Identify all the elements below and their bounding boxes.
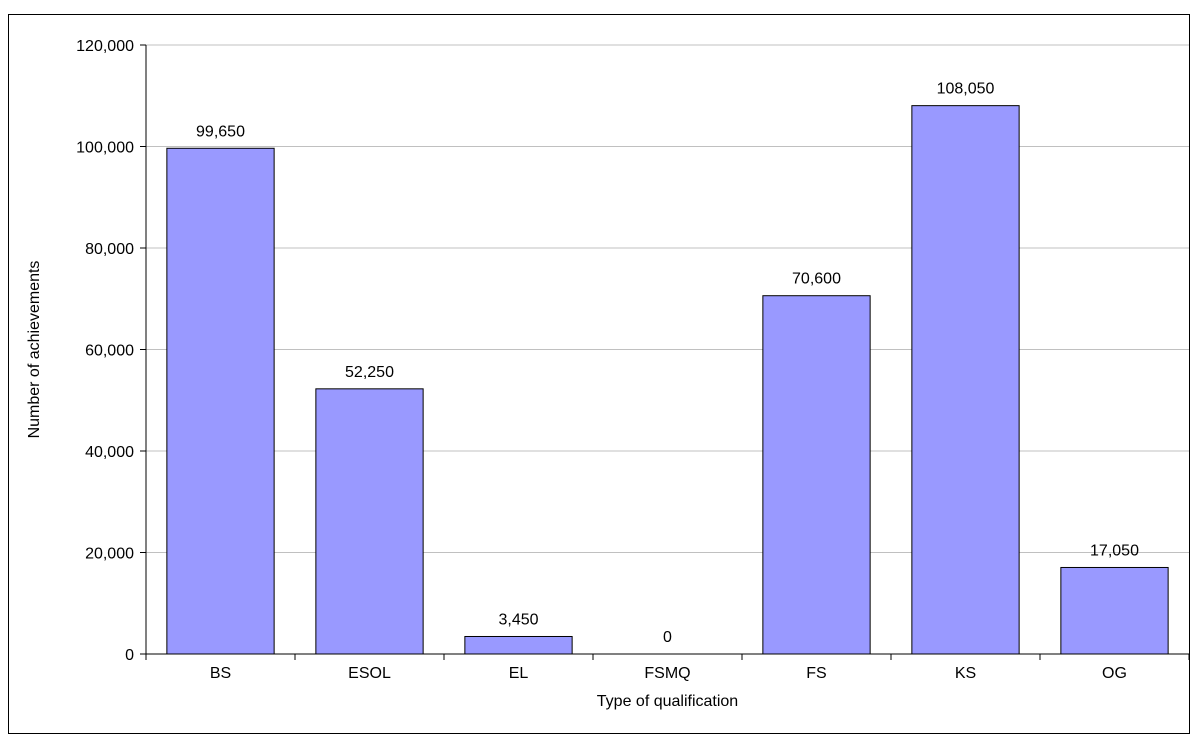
data-label-fs: 70,600 xyxy=(792,271,841,288)
bar-esol xyxy=(315,388,424,655)
data-label-bs: 99,650 xyxy=(196,123,245,140)
data-label-og: 17,050 xyxy=(1090,542,1139,559)
bar-el xyxy=(464,635,573,655)
bar-fs xyxy=(762,295,871,655)
y-tick-label: 100,000 xyxy=(76,140,134,157)
x-axis-ticks: BS ESOL EL FSMQ FS KS OG xyxy=(145,654,1189,682)
gridlines xyxy=(146,44,1189,553)
bar-bs xyxy=(166,147,275,655)
data-label-esol: 52,250 xyxy=(345,364,394,381)
x-tick-label: FS xyxy=(806,665,826,682)
data-label-fsmq: 0 xyxy=(663,629,672,646)
y-tick-label: 120,000 xyxy=(76,38,134,55)
y-tick-label: 80,000 xyxy=(85,241,134,258)
x-tick-label: BS xyxy=(210,665,231,682)
x-tick-label: EL xyxy=(509,665,529,682)
y-tick-label: 0 xyxy=(125,647,134,664)
x-axis-title: Type of qualification xyxy=(597,693,738,710)
bar-og xyxy=(1060,566,1169,655)
x-tick-label: KS xyxy=(955,665,976,682)
chart-frame: 0 20,000 40,000 60,000 80,000 100,000 120,000 … xyxy=(8,14,1190,734)
y-tick-label: 60,000 xyxy=(85,343,134,360)
y-tick-label: 20,000 xyxy=(85,546,134,563)
data-label-ks: 108,050 xyxy=(937,81,995,98)
x-tick-label: ESOL xyxy=(348,665,391,682)
data-label-el: 3,450 xyxy=(498,611,538,628)
y-tick-label: 40,000 xyxy=(85,444,134,461)
y-axis-ticks: 0 20,000 40,000 60,000 80,000 100,000 120,000 xyxy=(76,38,146,664)
bars xyxy=(166,105,1169,655)
bar-ks xyxy=(911,105,1020,655)
x-tick-label: OG xyxy=(1102,665,1127,682)
x-tick-label: FSMQ xyxy=(644,665,690,682)
data-labels: 99,650 52,250 3,450 0 70,600 108,050 17,050 xyxy=(196,81,1139,646)
bar-chart: 020,00040,00060,00080,000100,000120,000 … xyxy=(26,38,1189,710)
y-axis-title: Number of achievements xyxy=(26,261,43,439)
